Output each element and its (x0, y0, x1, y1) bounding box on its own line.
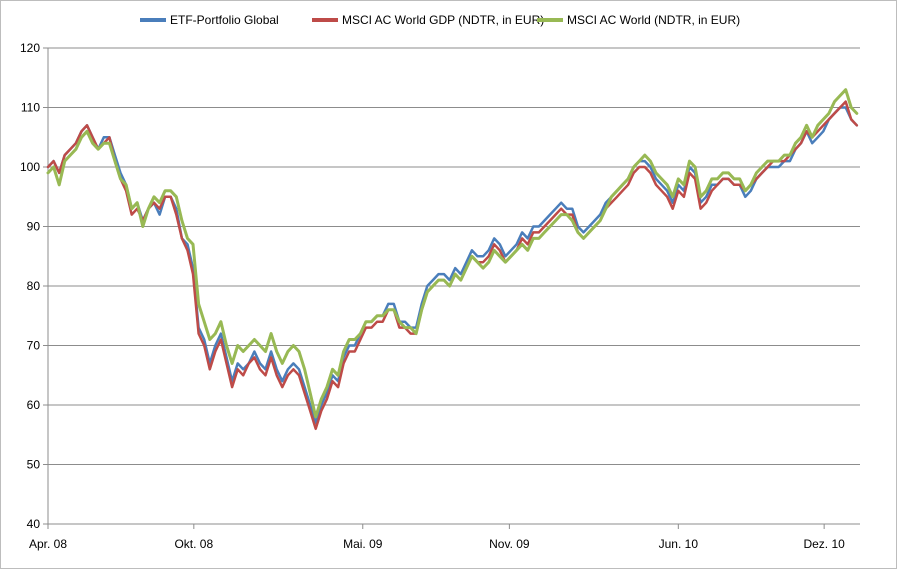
series-line-msci-ac-world (46, 88, 859, 419)
x-tick-label-0: Apr. 08 (29, 537, 67, 551)
y-tick-label-40: 40 (27, 517, 41, 531)
x-tick-label-1: Okt. 08 (174, 537, 213, 551)
gridlines (48, 47, 860, 465)
series-line-msci-ac-world-gdp (46, 100, 859, 431)
x-tick-label-4: Jun. 10 (659, 537, 699, 551)
x-axis: Apr. 08 Okt. 08 Mai. 09 Nov. 09 Jun. 10 Dez. … (29, 523, 860, 551)
y-tick-label-70: 70 (27, 339, 41, 353)
legend-entry-msci-ac-world: MSCI AC World (NDTR, in EUR) (537, 13, 740, 27)
y-tick-label-50: 50 (27, 458, 41, 472)
y-tick-label-110: 110 (21, 101, 40, 115)
y-tick-label-80: 80 (27, 279, 41, 293)
y-tick-label-60: 60 (27, 398, 41, 412)
x-tick-label-2: Mai. 09 (343, 537, 383, 551)
y-tick-label-90: 90 (27, 220, 41, 234)
series-line-etf-portfolio-global (46, 106, 859, 425)
legend: ETF-Portfolio Global MSCI AC World GDP (… (140, 13, 740, 27)
y-tick-label-100: 100 (20, 160, 40, 174)
y-tick-label-120: 120 (20, 41, 40, 55)
legend-label-msci-ac-world-gdp: MSCI AC World GDP (NDTR, in EUR) (342, 13, 544, 27)
legend-label-msci-ac-world: MSCI AC World (NDTR, in EUR) (567, 13, 740, 27)
legend-entry-msci-ac-world-gdp: MSCI AC World GDP (NDTR, in EUR) (312, 13, 544, 27)
x-tick-label-3: Nov. 09 (489, 537, 530, 551)
y-axis: 40 50 60 70 80 90 100 110 120 (20, 41, 49, 531)
legend-entry-etf-portfolio-global: ETF-Portfolio Global (140, 13, 279, 27)
legend-label-etf-portfolio-global: ETF-Portfolio Global (170, 13, 279, 27)
x-tick-label-5: Dez. 10 (803, 537, 845, 551)
plot-area (46, 88, 859, 431)
